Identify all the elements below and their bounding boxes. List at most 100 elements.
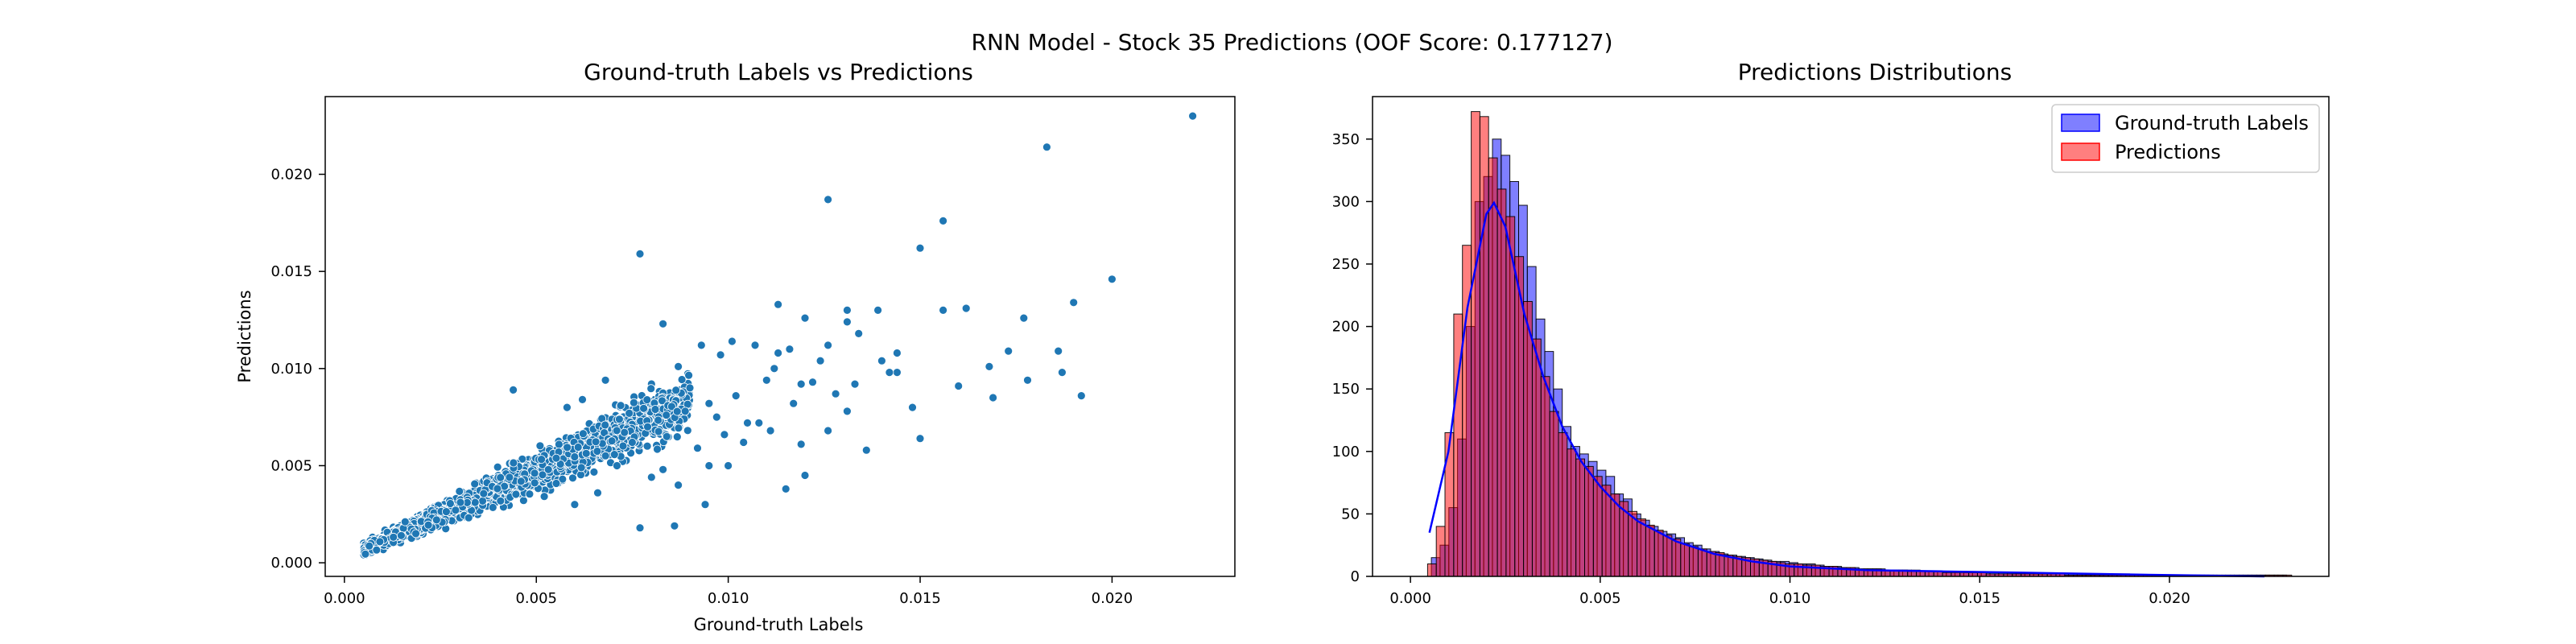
scatter-point xyxy=(568,473,577,483)
histogram-bar-predictions xyxy=(1435,526,1446,577)
histogram-title: Predictions Distributions xyxy=(1738,59,2013,85)
scatter-point xyxy=(672,432,682,441)
histogram-y-tick-label: 0 xyxy=(1351,568,1360,585)
scatter-point xyxy=(578,394,587,404)
scatter-point xyxy=(658,464,667,474)
scatter-point xyxy=(1019,313,1029,323)
scatter-point xyxy=(600,428,609,437)
legend-label-predictions: Predictions xyxy=(2115,141,2221,163)
scatter-point xyxy=(615,415,624,424)
scatter-point xyxy=(601,420,610,430)
scatter-point xyxy=(505,473,514,482)
scatter-point xyxy=(854,328,864,338)
scatter-point xyxy=(1076,391,1086,401)
scatter-ylabel: Predictions xyxy=(235,290,254,382)
scatter-point xyxy=(543,464,553,474)
scatter-point xyxy=(478,497,487,506)
scatter-point xyxy=(781,485,791,493)
scatter-point xyxy=(785,345,795,354)
scatter-point xyxy=(570,452,580,461)
histogram-bar-predictions xyxy=(1584,465,1594,577)
histogram-y-tick-label: 250 xyxy=(1332,256,1360,273)
scatter-point xyxy=(579,429,588,439)
histogram-axes-frame xyxy=(1372,96,2330,577)
scatter-point xyxy=(674,361,683,371)
scatter-point xyxy=(642,395,652,405)
scatter-point xyxy=(774,349,782,357)
scatter-point xyxy=(396,530,406,540)
scatter-point xyxy=(815,356,825,365)
scatter-x-tick-label: 0.010 xyxy=(708,590,749,607)
scatter-point xyxy=(539,492,549,502)
scatter-point xyxy=(704,461,714,470)
scatter-point xyxy=(667,402,676,411)
scatter-point xyxy=(470,497,480,507)
scatter-point xyxy=(601,375,610,385)
scatter-point xyxy=(754,419,764,427)
scatter-point xyxy=(551,453,561,463)
scatter-point xyxy=(613,461,621,470)
scatter-point xyxy=(677,375,687,384)
scatter-point xyxy=(877,356,886,365)
scatter-point xyxy=(558,474,568,484)
scatter-point xyxy=(770,364,779,374)
scatter-point xyxy=(915,434,925,444)
histogram-bar-predictions xyxy=(1645,524,1655,577)
histogram-bar-predictions xyxy=(1637,518,1646,577)
scatter-point xyxy=(843,317,852,327)
scatter-point xyxy=(712,412,721,422)
scatter-point xyxy=(939,305,947,315)
scatter-point xyxy=(530,469,539,478)
scatter-xlabel: Ground-truth Labels xyxy=(694,615,864,634)
histogram-bar-predictions xyxy=(1601,485,1612,577)
scatter-y-tick-label: 0.010 xyxy=(270,361,312,378)
scatter-point xyxy=(789,398,799,408)
scatter-point xyxy=(509,385,518,394)
scatter-point xyxy=(762,375,771,385)
scatter-point xyxy=(685,383,695,393)
scatter-point xyxy=(824,426,832,436)
histogram-y-ticks: 0 50 100 150 200 250 300 350 xyxy=(1332,131,1373,585)
scatter-point xyxy=(518,454,527,464)
scatter-point xyxy=(509,458,518,468)
scatter-point xyxy=(1042,142,1051,152)
scatter-point xyxy=(885,368,894,378)
scatter-point xyxy=(893,368,902,378)
scatter-point xyxy=(400,517,410,526)
histogram-bar-predictions xyxy=(1680,543,1690,577)
histogram-bar-predictions xyxy=(1471,111,1480,577)
scatter-point xyxy=(609,450,619,459)
scatter-point xyxy=(796,379,806,389)
scatter-point xyxy=(671,386,681,395)
histogram-bar-predictions xyxy=(1496,188,1507,577)
scatter-point xyxy=(635,523,645,533)
histogram-y-tick-label: 200 xyxy=(1332,319,1360,336)
scatter-point xyxy=(570,500,580,510)
histogram-bar-predictions xyxy=(1549,411,1559,577)
scatter-point xyxy=(1023,375,1032,385)
legend-swatch-predictions xyxy=(2061,142,2100,161)
scatter-point xyxy=(1069,298,1079,308)
scatter-point xyxy=(361,549,370,559)
scatter-point xyxy=(365,541,374,551)
scatter-point xyxy=(654,415,663,425)
scatter-point xyxy=(1058,368,1067,378)
scatter-y-tick-label: 0.005 xyxy=(270,457,312,474)
scatter-point xyxy=(850,379,860,389)
scatter-point xyxy=(470,479,480,489)
scatter-panel: Ground-truth Labels vs Predictions 0.000… xyxy=(235,59,1236,634)
scatter-point xyxy=(496,496,506,506)
legend-frame xyxy=(2051,104,2320,173)
histogram-legend: Ground-truth Labels Predictions xyxy=(2051,104,2320,173)
scatter-point xyxy=(411,529,420,539)
histogram-y-tick-label: 100 xyxy=(1332,444,1360,460)
histogram-bar-predictions xyxy=(1653,530,1664,577)
scatter-point xyxy=(873,305,882,315)
scatter-point xyxy=(375,537,385,547)
scatter-point xyxy=(516,477,526,486)
histogram-bar-predictions xyxy=(1698,548,1707,577)
histogram-y-tick-label: 150 xyxy=(1332,381,1360,398)
scatter-y-tick-label: 0.015 xyxy=(270,263,312,280)
scatter-point xyxy=(662,411,671,419)
scatter-title: Ground-truth Labels vs Predictions xyxy=(584,59,973,85)
